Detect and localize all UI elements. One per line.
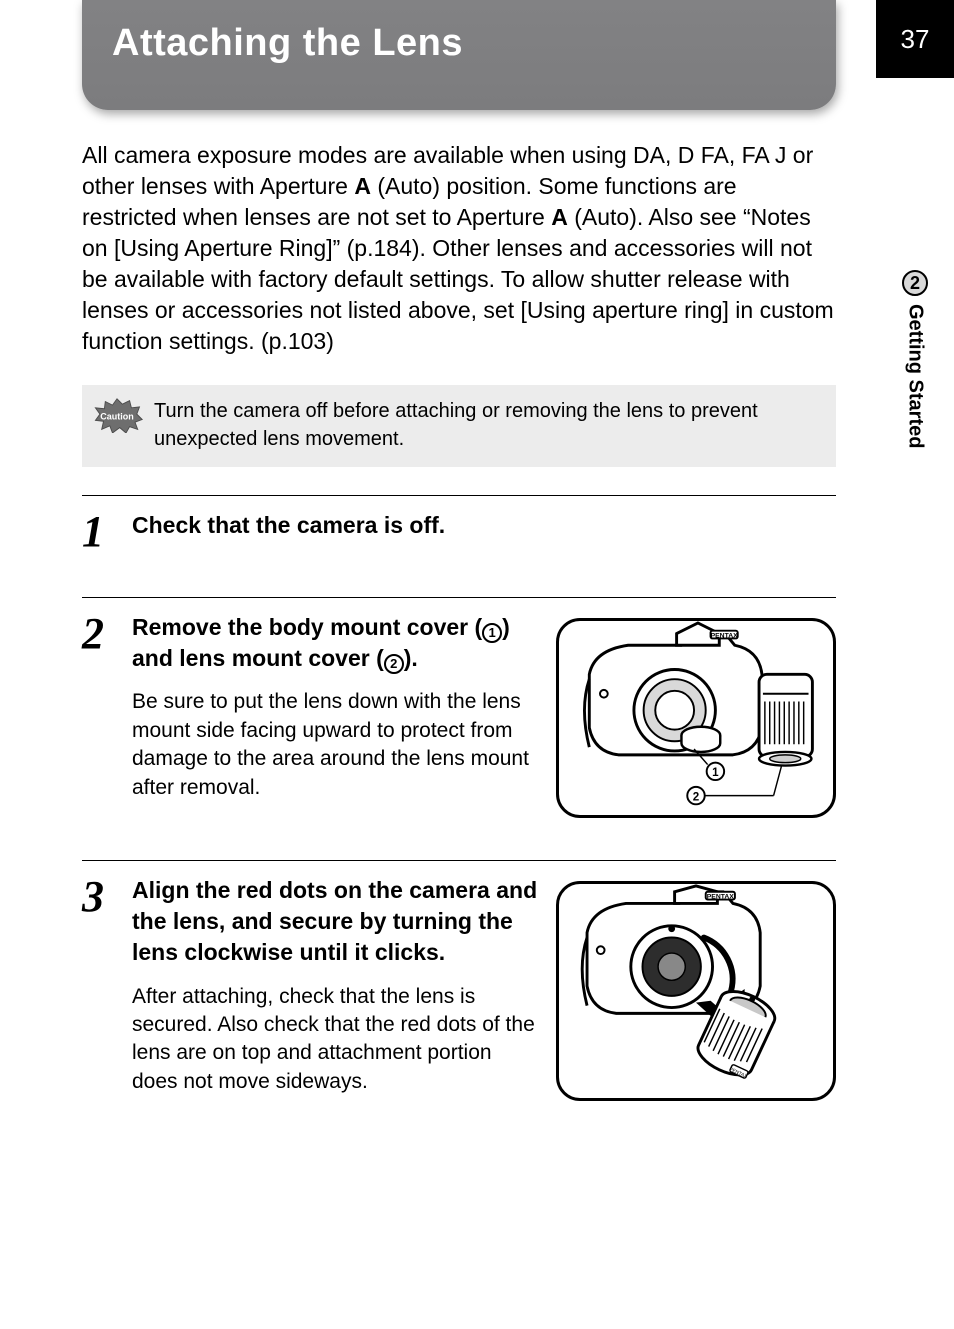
chapter-number-badge: 2 (902, 270, 928, 296)
step-2: 2 Remove the body mount cover (1) and le… (82, 597, 836, 818)
step-description: After attaching, check that the lens is … (132, 983, 538, 1096)
aperture-a-icon: A (354, 173, 371, 199)
step-number: 2 (82, 612, 132, 818)
caution-icon: Caution (88, 397, 146, 433)
circled-two-icon: 2 (384, 654, 404, 674)
page-title: Attaching the Lens (112, 22, 463, 65)
chapter-label: Getting Started (904, 304, 927, 448)
svg-text:1: 1 (712, 767, 719, 780)
caution-box: Caution Turn the camera off before attac… (82, 385, 836, 467)
step-title-text: ). (404, 645, 418, 671)
step-title-text: Remove the body mount cover ( (132, 614, 482, 640)
step-title: Check that the camera is off. (132, 510, 836, 541)
page-number: 37 (901, 24, 930, 55)
step-title: Remove the body mount cover (1) and lens… (132, 612, 538, 674)
figure-camera-attach: PENTAX (556, 881, 836, 1101)
side-tab: 2 Getting Started (876, 270, 954, 448)
chapter-number: 2 (910, 273, 920, 294)
aperture-a-icon: A (551, 204, 568, 230)
step-3: 3 Align the red dots on the camera and t… (82, 860, 836, 1101)
step-number: 1 (82, 510, 132, 555)
intro-paragraph: All camera exposure modes are available … (82, 140, 836, 357)
step-title: Align the red dots on the camera and the… (132, 875, 538, 968)
svg-text:PENTAX: PENTAX (707, 894, 735, 901)
caution-label: Caution (100, 412, 134, 422)
svg-text:2: 2 (693, 791, 699, 804)
step-description: Be sure to put the lens down with the le… (132, 688, 538, 801)
svg-text:PENTAX: PENTAX (711, 633, 738, 640)
figure-camera-covers: PENTAX (556, 618, 836, 818)
step-number: 3 (82, 875, 132, 1101)
caution-text: Turn the camera off before attaching or … (154, 397, 822, 453)
page-header: Attaching the Lens (82, 0, 836, 110)
circled-one-icon: 1 (482, 623, 502, 643)
step-1: 1 Check that the camera is off. (82, 495, 836, 555)
page-number-block: 37 (876, 0, 954, 78)
